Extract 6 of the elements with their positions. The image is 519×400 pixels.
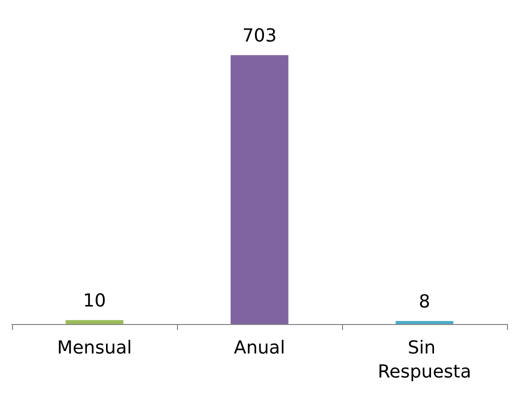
- data-label: 10: [83, 290, 106, 312]
- x-tick-label: Sin Respuesta: [378, 338, 472, 382]
- data-label: 703: [242, 26, 277, 47]
- x-tick-label: Mensual: [57, 338, 132, 358]
- data-label: 8: [418, 291, 430, 312]
- x-tick-label: Anual: [234, 338, 286, 358]
